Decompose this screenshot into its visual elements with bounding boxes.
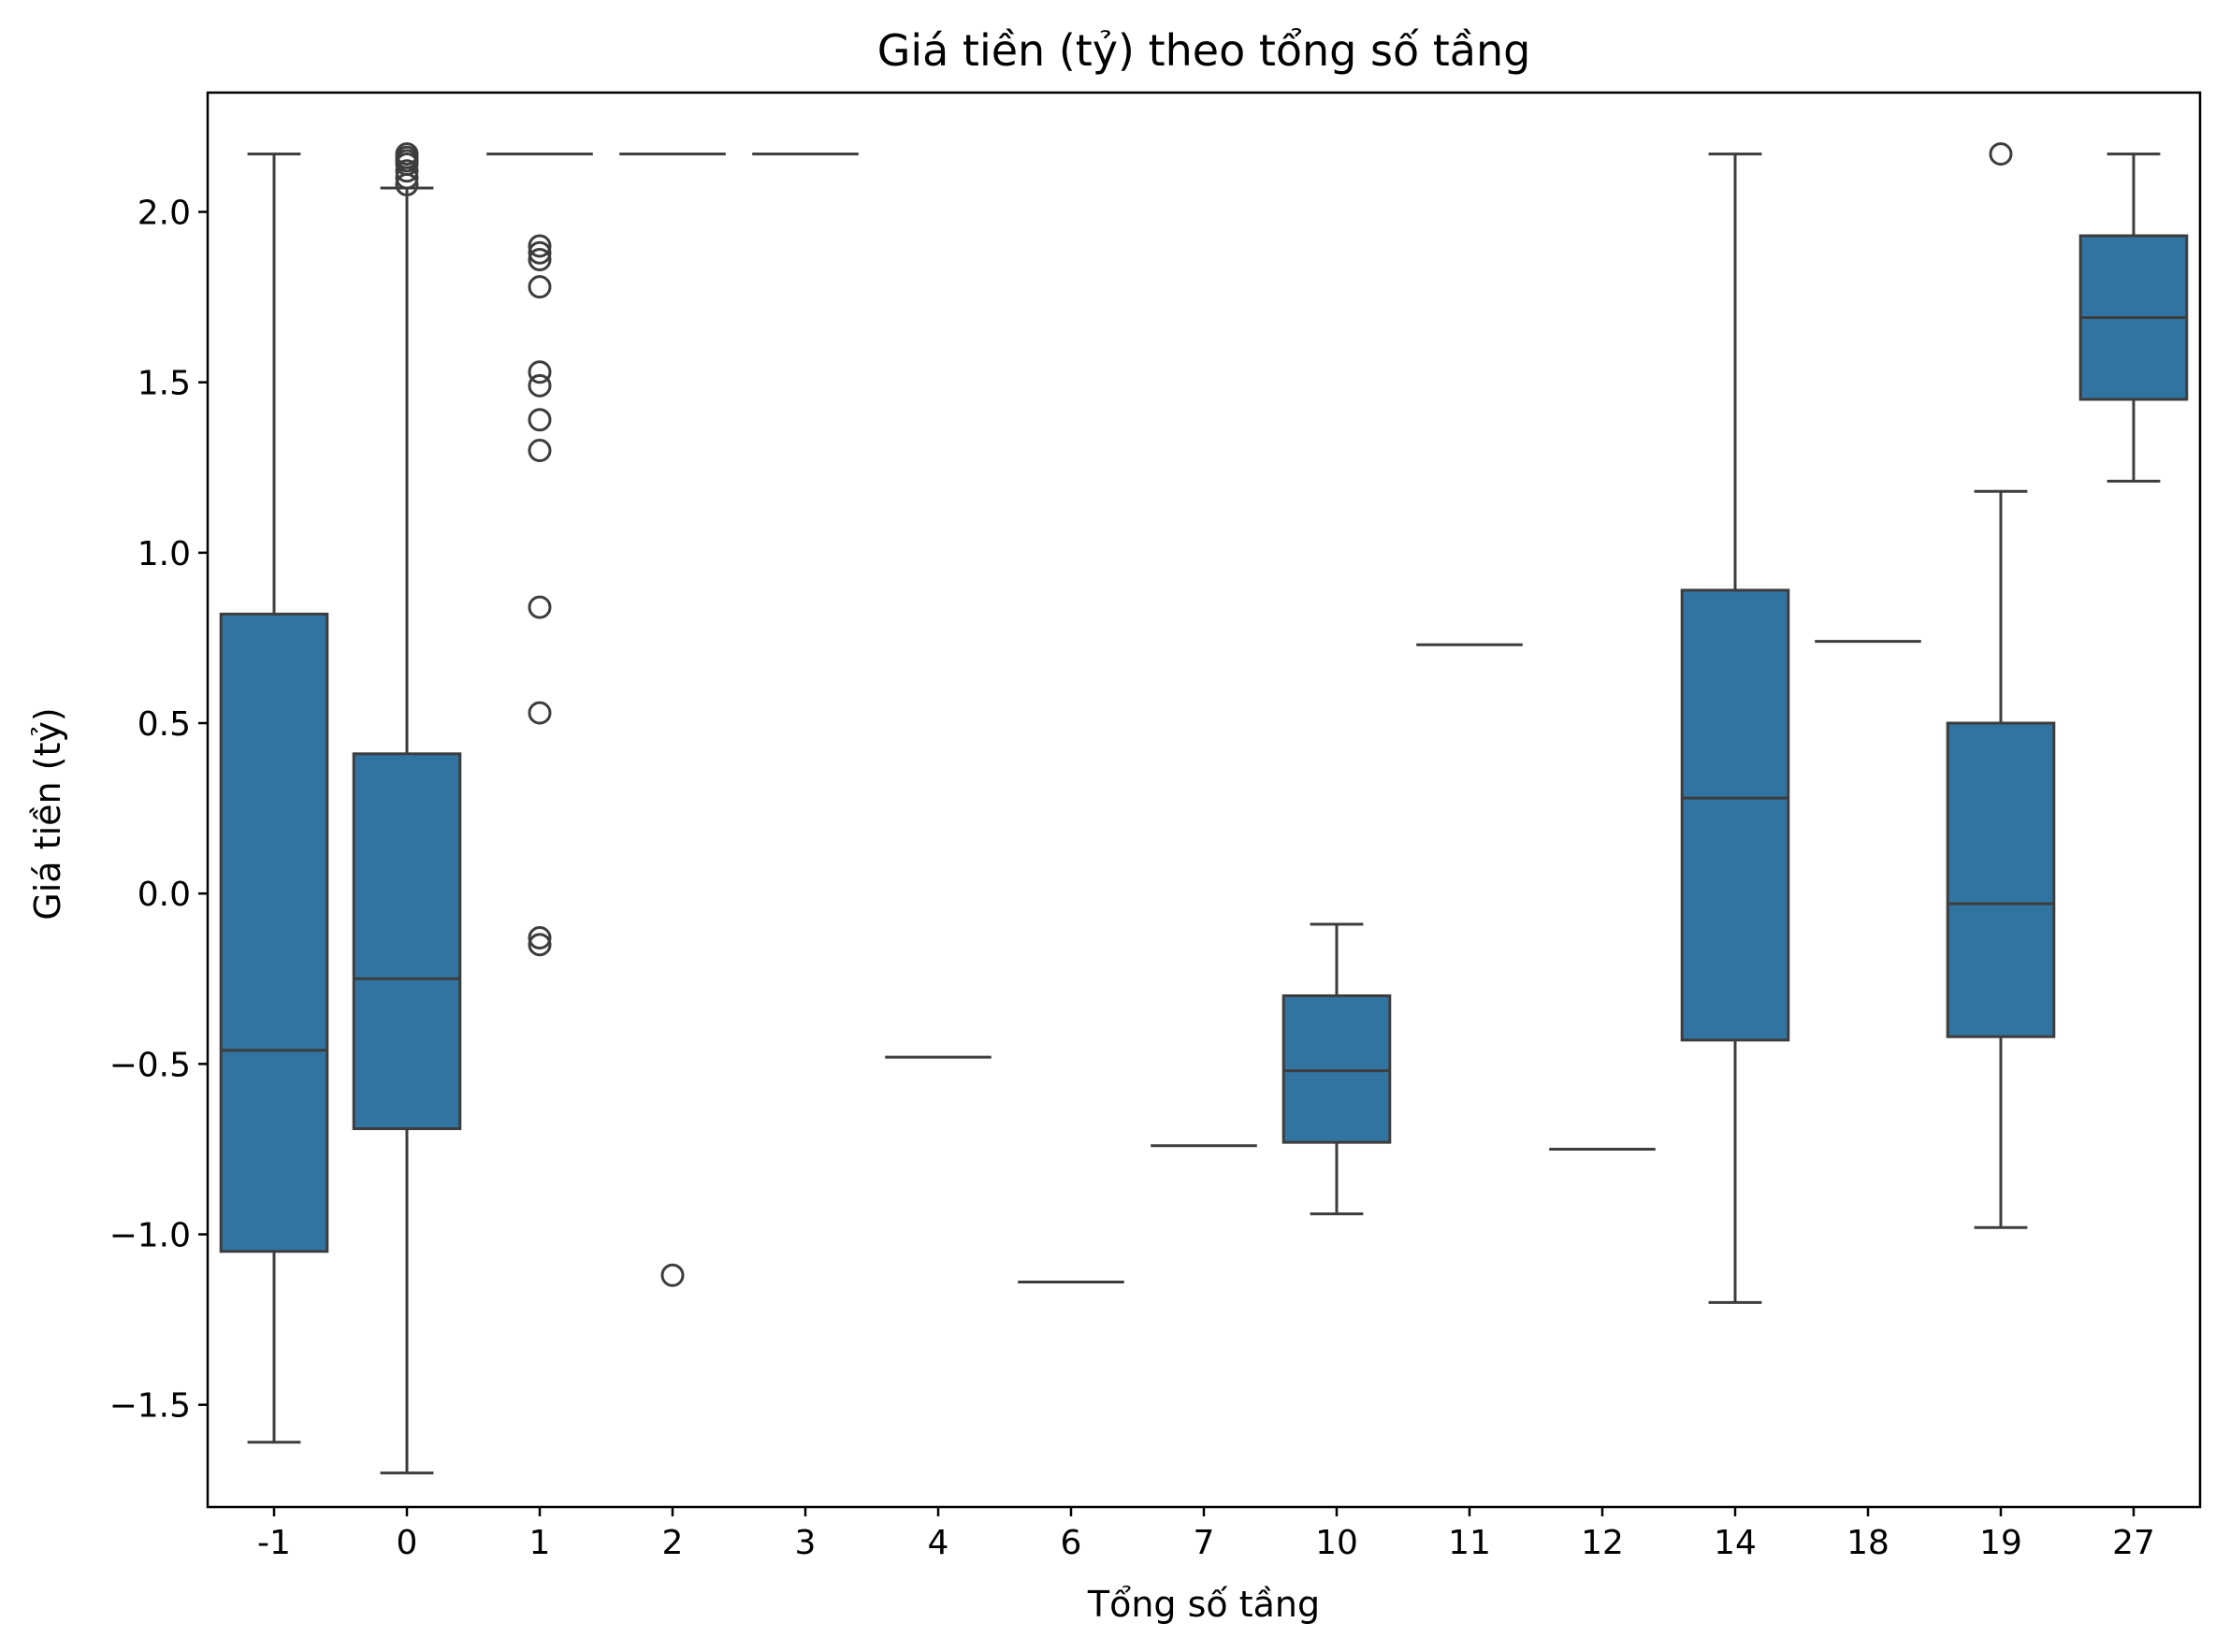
y-tick-label: −0.5 xyxy=(109,1046,191,1084)
x-tick-label: 7 xyxy=(1194,1524,1215,1562)
y-tick-label: 0.0 xyxy=(138,876,191,914)
x-tick-label: 3 xyxy=(795,1524,817,1562)
outlier-point xyxy=(1989,142,2013,167)
x-tick-label: 27 xyxy=(2112,1524,2155,1562)
y-tick-label: 2.0 xyxy=(138,195,191,233)
x-tick-label: 12 xyxy=(1581,1524,1624,1562)
x-tick-label: 14 xyxy=(1714,1524,1757,1562)
outlier-point xyxy=(528,240,552,265)
outlier-point xyxy=(528,933,552,957)
outlier-point xyxy=(528,234,552,258)
x-tick-label: 2 xyxy=(662,1524,684,1562)
plot-area: −1.5−1.0−0.50.00.51.01.52.0-1 0 1 2 3 4 6 7 10 11… xyxy=(109,142,2189,1562)
y-tick-label: −1.0 xyxy=(109,1217,191,1255)
x-tick-label: 6 xyxy=(1061,1524,1082,1562)
y-tick-label: 1.0 xyxy=(138,535,191,573)
outlier-point xyxy=(528,408,552,432)
y-tick-label: 0.5 xyxy=(138,705,191,744)
outlier-point xyxy=(528,701,552,725)
x-tick-label: 1 xyxy=(529,1524,551,1562)
outlier-point xyxy=(660,1263,685,1287)
box-iqr xyxy=(1680,588,1790,1042)
box-iqr xyxy=(1946,721,2056,1038)
box-iqr xyxy=(1281,993,1392,1144)
x-tick-label: 10 xyxy=(1315,1524,1358,1562)
box-iqr xyxy=(352,752,462,1131)
outlier-point xyxy=(528,373,552,398)
x-tick-label: 11 xyxy=(1448,1524,1491,1562)
x-tick-label: 19 xyxy=(1979,1524,2022,1562)
x-tick-label: 18 xyxy=(1846,1524,1889,1562)
y-tick-label: −1.5 xyxy=(109,1387,191,1426)
x-tick-label: 0 xyxy=(397,1524,418,1562)
y-tick-label: 1.5 xyxy=(138,365,191,403)
outlier-point xyxy=(395,159,419,183)
y-axis-label: Giá tiền (tỷ) xyxy=(27,707,68,920)
x-axis-label: Tổng số tầng xyxy=(1087,1584,1320,1625)
x-tick-label: -1 xyxy=(257,1524,291,1562)
chart-title: Giá tiền (tỷ) theo tổng số tầng xyxy=(877,25,1531,76)
outlier-point xyxy=(528,248,552,272)
outlier-point xyxy=(528,360,552,384)
x-tick-label: 4 xyxy=(928,1524,949,1562)
outlier-point xyxy=(528,439,552,463)
outlier-point xyxy=(395,142,419,167)
outlier-point xyxy=(528,275,552,299)
outlier-point xyxy=(528,595,552,619)
outlier-point xyxy=(528,926,552,950)
axes-frame xyxy=(206,91,2202,1509)
box-iqr xyxy=(219,612,329,1253)
